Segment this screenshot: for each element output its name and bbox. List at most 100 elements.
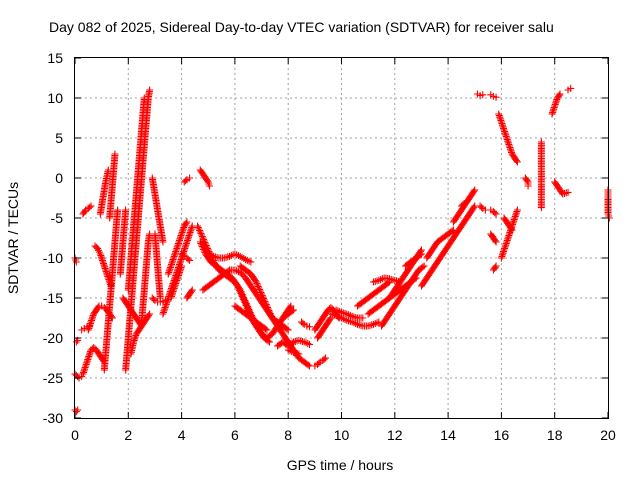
series-s23	[164, 218, 191, 278]
data-point	[375, 276, 383, 284]
data-point	[233, 267, 241, 275]
data-point	[199, 244, 207, 252]
data-point	[306, 323, 314, 331]
data-point	[491, 209, 499, 217]
data-point	[194, 222, 202, 230]
data-point	[373, 319, 381, 327]
grid-layer	[75, 58, 608, 418]
data-point	[524, 182, 532, 190]
data-point	[203, 177, 211, 185]
data-point	[243, 256, 251, 264]
data-point	[236, 288, 244, 296]
x-tick-label: 18	[547, 427, 563, 443]
series-s16	[124, 94, 148, 294]
data-point	[146, 86, 154, 94]
x-tick-label: 0	[71, 427, 79, 443]
series-s62	[500, 214, 516, 234]
data-point	[243, 303, 251, 311]
data-point	[257, 289, 265, 296]
series-s67	[564, 84, 575, 94]
series-s46	[369, 274, 404, 286]
data-point	[198, 243, 206, 250]
y-tick-label: -10	[43, 250, 63, 266]
series-s58	[487, 230, 500, 246]
data-point	[74, 406, 82, 414]
data-point	[234, 282, 242, 290]
data-point	[304, 361, 312, 369]
data-point	[72, 338, 80, 346]
data-point	[256, 287, 264, 295]
data-point	[345, 311, 353, 319]
data-point	[326, 315, 334, 323]
data-point	[470, 203, 478, 211]
series-s55	[487, 91, 500, 101]
data-point	[492, 238, 500, 246]
data-point	[352, 320, 360, 328]
x-tick-label: 16	[494, 427, 510, 443]
data-point	[286, 347, 294, 355]
x-tick-label: 6	[231, 427, 239, 443]
data-point	[477, 203, 485, 211]
data-point	[265, 307, 273, 314]
series-s36	[279, 302, 295, 322]
series-s44	[353, 278, 393, 310]
series-s10	[96, 166, 112, 218]
series-s25	[178, 250, 194, 264]
data-point	[448, 227, 456, 235]
data-point	[479, 91, 487, 99]
data-point	[146, 310, 154, 318]
data-point	[492, 210, 500, 218]
x-tick-label: 12	[387, 427, 403, 443]
data-point	[284, 346, 292, 354]
data-point	[197, 230, 205, 237]
data-point	[287, 302, 295, 310]
series-s15	[122, 86, 154, 374]
data-point	[343, 310, 351, 318]
data-point	[198, 241, 206, 249]
data-point	[182, 177, 190, 185]
data-point	[233, 251, 241, 259]
data-point	[111, 150, 119, 158]
data-point	[231, 266, 239, 274]
series-s47	[377, 262, 428, 330]
data-point	[72, 408, 80, 416]
data-point	[240, 296, 248, 303]
data-point	[94, 303, 102, 311]
data-point	[339, 315, 347, 323]
data-point	[350, 319, 358, 327]
data-point	[491, 263, 499, 271]
data-point	[240, 255, 248, 263]
data-point	[234, 284, 242, 291]
data-point	[300, 338, 308, 346]
x-axis-title: GPS time / hours	[287, 457, 394, 473]
series-s49	[401, 250, 425, 270]
data-point	[238, 293, 246, 300]
data-point	[242, 300, 250, 308]
data-point	[334, 307, 342, 315]
data-point	[288, 348, 296, 356]
series-s60	[495, 110, 521, 166]
y-tick-label: 15	[47, 50, 63, 66]
y-tick-label: -25	[43, 370, 63, 386]
data-point	[359, 314, 367, 322]
series-s34	[231, 302, 271, 334]
data-point	[240, 297, 248, 305]
series-s63	[521, 174, 532, 190]
series-s59	[489, 262, 500, 274]
data-point	[195, 225, 203, 233]
data-point	[150, 295, 158, 303]
series-s43	[332, 306, 367, 322]
data-point	[263, 302, 271, 310]
data-point	[463, 198, 471, 206]
data-point	[264, 337, 272, 345]
data-point	[567, 84, 575, 92]
x-tick-label: 14	[440, 427, 456, 443]
series-s37	[284, 346, 303, 358]
data-point	[235, 285, 243, 293]
data-point	[188, 286, 196, 294]
data-point	[114, 206, 122, 214]
data-point	[513, 157, 521, 165]
marks-layer	[71, 84, 613, 416]
y-tick-label: 0	[55, 170, 63, 186]
series-s21	[151, 230, 164, 302]
